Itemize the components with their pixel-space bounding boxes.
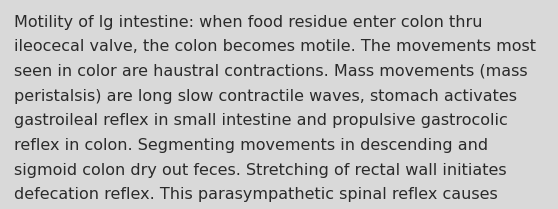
Text: Motility of lg intestine: when food residue enter colon thru: Motility of lg intestine: when food resi… [14,15,483,30]
Text: ileocecal valve, the colon becomes motile. The movements most: ileocecal valve, the colon becomes motil… [14,39,536,54]
Text: sigmoid colon dry out feces. Stretching of rectal wall initiates: sigmoid colon dry out feces. Stretching … [14,163,507,178]
Text: gastroileal reflex in small intestine and propulsive gastrocolic: gastroileal reflex in small intestine an… [14,113,508,128]
Text: defecation reflex. This parasympathetic spinal reflex causes: defecation reflex. This parasympathetic … [14,187,498,202]
Text: peristalsis) are long slow contractile waves, stomach activates: peristalsis) are long slow contractile w… [14,89,517,104]
Text: reflex in colon. Segmenting movements in descending and: reflex in colon. Segmenting movements in… [14,138,488,153]
Text: seen in color are haustral contractions. Mass movements (mass: seen in color are haustral contractions.… [14,64,527,79]
